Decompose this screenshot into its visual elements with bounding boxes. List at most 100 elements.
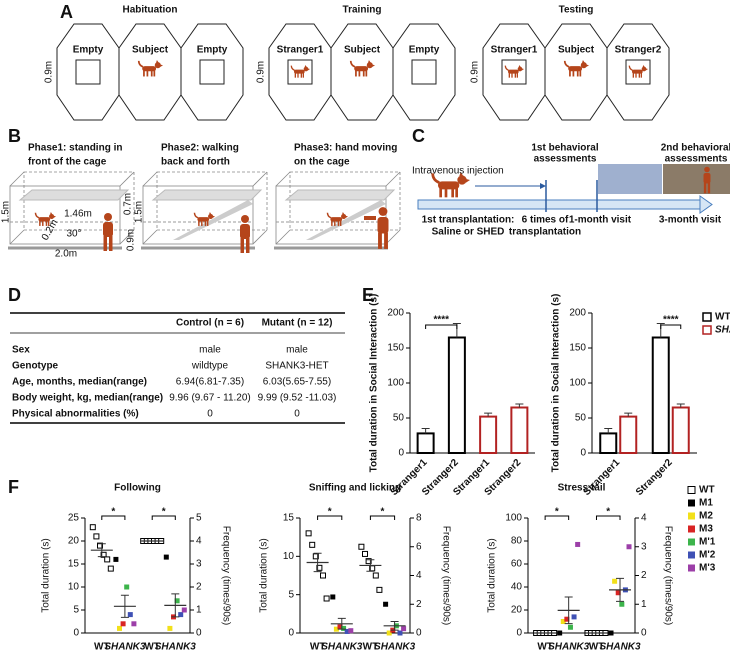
timeline-label: 1-month visit (569, 215, 632, 226)
tick-label: 4 (416, 570, 422, 581)
panel-label: F (8, 477, 19, 497)
column-header: Mutant (n = 12) (262, 318, 333, 329)
row-label: Genotype (12, 361, 59, 372)
arm (364, 216, 376, 220)
tick-label: 4 (196, 536, 202, 547)
panel-label: E (362, 285, 374, 305)
tick-label: 10 (68, 582, 80, 593)
tick-label: 0 (580, 448, 586, 459)
tick-label: 0 (73, 628, 79, 639)
legend-label: WT (699, 485, 715, 496)
bar (510, 406, 529, 454)
cage-back (156, 171, 268, 231)
y2-axis-label: Frequency (times/90s) (662, 526, 673, 625)
event-label: Intravenous injection (412, 166, 504, 177)
cage-box (501, 59, 527, 85)
data-point (100, 551, 107, 558)
data-point (376, 586, 383, 593)
chamber-label: Subject (132, 45, 169, 56)
x-tick-label: WT (94, 642, 110, 653)
data-point (163, 554, 169, 560)
data-point (131, 621, 137, 627)
y-axis-label: Total duration (s) (259, 538, 270, 612)
data-point (316, 564, 323, 571)
tick-label: 2 (416, 599, 422, 610)
error-bar (337, 617, 346, 630)
tick-label: 1 (641, 599, 647, 610)
error-bar (171, 593, 180, 618)
y-axis-label: Total duration (s) (41, 538, 52, 612)
table-cell: 0 (294, 409, 300, 420)
chamber (56, 23, 120, 121)
chamber (180, 23, 244, 121)
dimension-label: 0.9m (44, 61, 55, 83)
tick-label: 5 (196, 513, 202, 524)
significance-label: * (111, 507, 115, 518)
cage-box (411, 59, 437, 85)
tick-label: 20 (68, 536, 80, 547)
cage-box (199, 59, 225, 85)
cage-edge (385, 171, 401, 187)
timeline-bar (417, 199, 701, 210)
data-point (333, 626, 339, 632)
dimension-label: 0.9m (126, 229, 137, 251)
dimension-label: 1.5m (134, 201, 145, 223)
data-point (337, 624, 343, 630)
y-axis-label: Total duration in Social Interaction (s) (551, 294, 562, 473)
tick-label: 0 (416, 628, 422, 639)
dimension-label: 30° (66, 229, 81, 240)
data-point (362, 550, 368, 557)
x-tick-label: SHANK3 (155, 642, 197, 653)
tick-label: 0 (288, 628, 294, 639)
tick-label: 5 (288, 589, 294, 600)
cage-front (9, 185, 121, 245)
legend-swatch (688, 512, 695, 520)
data-point (560, 619, 566, 624)
tick-label: 4 (641, 513, 647, 524)
significance-label: * (328, 507, 332, 518)
bar (619, 415, 638, 455)
person-icon (377, 207, 389, 249)
cage-back (289, 171, 401, 231)
tick-label: 8 (416, 513, 422, 524)
cage-box (625, 59, 651, 85)
timeline-label: 1st transplantation: (422, 215, 515, 226)
significance-bracket (544, 515, 570, 520)
data-point (309, 541, 316, 548)
phase-title: Phase3: hand moving (294, 143, 397, 154)
x-tick-label: SHANK3 (599, 642, 641, 653)
data-point (397, 630, 403, 636)
chamber-label: Stranger1 (277, 45, 324, 56)
significance-label: * (606, 507, 610, 518)
data-point (358, 543, 365, 550)
data-point (107, 565, 114, 572)
cage-box (287, 59, 313, 85)
row-label: Age, months, median(range) (12, 377, 147, 388)
chamber (118, 23, 182, 121)
tick-label: 1 (196, 605, 202, 616)
chart-title: Stress tail (558, 483, 606, 494)
significance-bracket (151, 515, 176, 520)
cage-edge (142, 229, 158, 245)
chamber-label: Empty (409, 45, 440, 56)
data-point (571, 614, 577, 620)
legend-label: M3 (699, 524, 713, 535)
data-point (117, 625, 122, 631)
dog-icon (563, 60, 589, 78)
x-tick-label: WT (144, 642, 160, 653)
tick-label: 15 (283, 513, 295, 524)
legend-label: M'2 (699, 550, 716, 561)
tick-label: 50 (575, 413, 587, 424)
event-label: assessments (665, 154, 728, 165)
bar (416, 432, 435, 454)
shelf (151, 189, 263, 201)
phase-title: on the cage (294, 157, 350, 168)
error-bar (97, 543, 106, 558)
timeline-label: 3-month visit (659, 215, 722, 226)
y-axis-label: Total duration (s) (487, 538, 498, 612)
chamber-label: Stranger2 (615, 45, 662, 56)
data-point (619, 601, 625, 607)
legend-label: M1 (699, 498, 713, 509)
legend-label: M2 (699, 511, 713, 522)
significance-label: **** (433, 315, 449, 326)
